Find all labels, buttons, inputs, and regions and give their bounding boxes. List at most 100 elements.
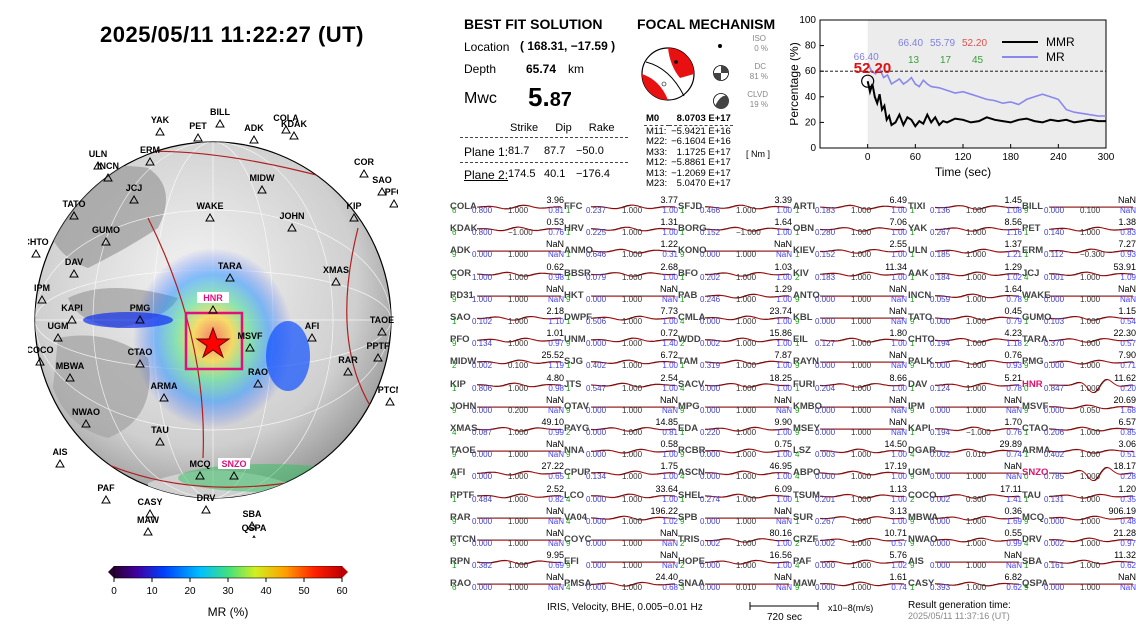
station-n: 9 [680,450,685,460]
x-tick-label: 120 [955,152,972,163]
map-station-marker [287,222,297,232]
y-tick-label: 80 [805,41,817,52]
station-ratio: 1.000 [851,294,872,304]
station-cell-kono: KONO NaN 9 0.000 1.000 NaN [678,239,792,262]
station-cc: 0.370 [1044,339,1065,349]
station-n: 4 [452,428,457,437]
station-code: SJG [564,356,584,368]
map-station-marker [377,186,387,196]
map-station-label: ADK [244,123,264,133]
station-variance: 0.68 [662,583,678,593]
station-n: 4 [680,472,685,482]
station-code: PALK [908,356,934,368]
waveform-trace [1049,426,1134,432]
moment-key: M22: [646,136,668,147]
station-variance: NaN [547,250,564,260]
station-ratio: 1.000 [851,383,872,393]
station-variance: 0.28 [1120,472,1136,482]
map-station-marker [252,534,256,538]
station-misfit: 11.32 [1114,550,1136,561]
y-axis-label: Percentage (%) [790,42,801,125]
station-misfit: 22.30 [1113,328,1136,339]
station-ratio: 1.000 [851,272,872,282]
station-misfit: NaN [545,239,564,250]
station-code: PPTF [450,489,475,501]
station-code: AAK [908,267,929,279]
station-ratio: 1.000 [508,206,529,215]
station-misfit: NaN [773,572,792,583]
bottom-value: 13 [908,55,920,66]
waveform-trace [477,426,562,432]
legend-label: MR [1046,50,1065,64]
station-variance: 1.00 [776,272,792,282]
station-ratio: 1.000 [1080,339,1101,349]
waveform-trace [477,204,562,210]
station-ratio: −1.000 [736,228,761,238]
station-n: 3 [680,583,685,593]
station-code: KAPI [908,423,931,434]
station-code: ADK [450,245,471,257]
station-n: 9 [452,539,457,548]
station-code: PD31 [450,289,474,301]
station-misfit: 7.27 [1118,239,1136,250]
event-datetime: 2025/05/11 11:22:27 (UT) [100,22,364,47]
station-misfit: 17.11 [1000,483,1022,494]
station-cc: 0.136 [930,206,951,215]
station-ratio: 1.000 [851,428,872,437]
best-fit-title: BEST FIT SOLUTION [464,16,603,32]
station-cell-rcbr: RCBR 0.75 9 0.000 1.000 1.00 [678,439,792,462]
station-code: ANTO [793,289,820,301]
station-ratio: 1.000 [622,272,643,282]
station-misfit: NaN [659,394,678,405]
station-misfit: 29.89 [999,439,1022,450]
x-axis-label: Time (sec) [935,165,991,179]
station-cc: 0.785 [1044,472,1065,482]
station-variance: 0.51 [1120,450,1136,460]
station-code: TAM [678,356,698,368]
station-cell-tara: TARA 22.30 2 0.370 1.000 0.57 [1022,328,1136,351]
time-scale-label: 720 sec [767,612,803,623]
station-cc: 0.000 [472,516,493,526]
station-code: KIP [450,378,466,390]
map-station-label: SBA [242,509,262,519]
station-ratio: 1.000 [736,405,757,415]
station-ratio: 1.000 [508,472,529,482]
colorbar-tick-label: 0 [111,586,117,597]
station-misfit: 17.19 [884,461,907,472]
station-n: 1 [566,472,571,482]
station-variance: 0.78 [1006,294,1022,304]
station-code: XMAS [450,423,478,434]
station-variance: NaN [890,317,907,326]
map-station-label: XMAS [323,265,349,275]
station-n: 9 [795,405,800,415]
map-station-marker [55,458,65,468]
station-code: FURI [793,378,816,390]
station-cc: 0.161 [1044,561,1065,571]
station-cell-dgar: DGAR 29.89 4 0.002 0.010 0.74 [908,439,1022,462]
station-variance: NaN [547,450,564,460]
station-variance: 1.00 [891,450,907,460]
station-code: BFO [678,267,699,279]
station-cc: 0.000 [700,250,721,260]
x-tick-label: 240 [1050,152,1067,163]
station-code: BBSR [564,267,591,279]
moment-row: M33: 1.1725 E+17 [644,147,733,159]
station-variance: 1.09 [1120,272,1136,282]
station-misfit: NaN [888,394,907,405]
station-variance: NaN [661,561,678,571]
waveform-trace [820,471,905,476]
station-ratio: 1.000 [966,294,987,304]
station-misfit: 1.64 [1004,283,1022,294]
station-variance: NaN [547,294,564,304]
station-cc: 0.000 [815,583,836,593]
waveform-trace [705,426,790,432]
moment-key: M11: [646,125,667,137]
station-ratio: 1.000 [851,228,872,238]
station-code: PMSA [564,578,592,590]
station-misfit: 0.75 [774,439,792,450]
station-code: JTS [564,378,582,390]
station-code: UNM [564,334,586,346]
map-station-label: CTAO [128,347,153,357]
station-variance: 0.93 [1006,361,1022,371]
station-cell-sur: SUR 3.13 1 0.267 1.000 1.00 [793,506,907,529]
